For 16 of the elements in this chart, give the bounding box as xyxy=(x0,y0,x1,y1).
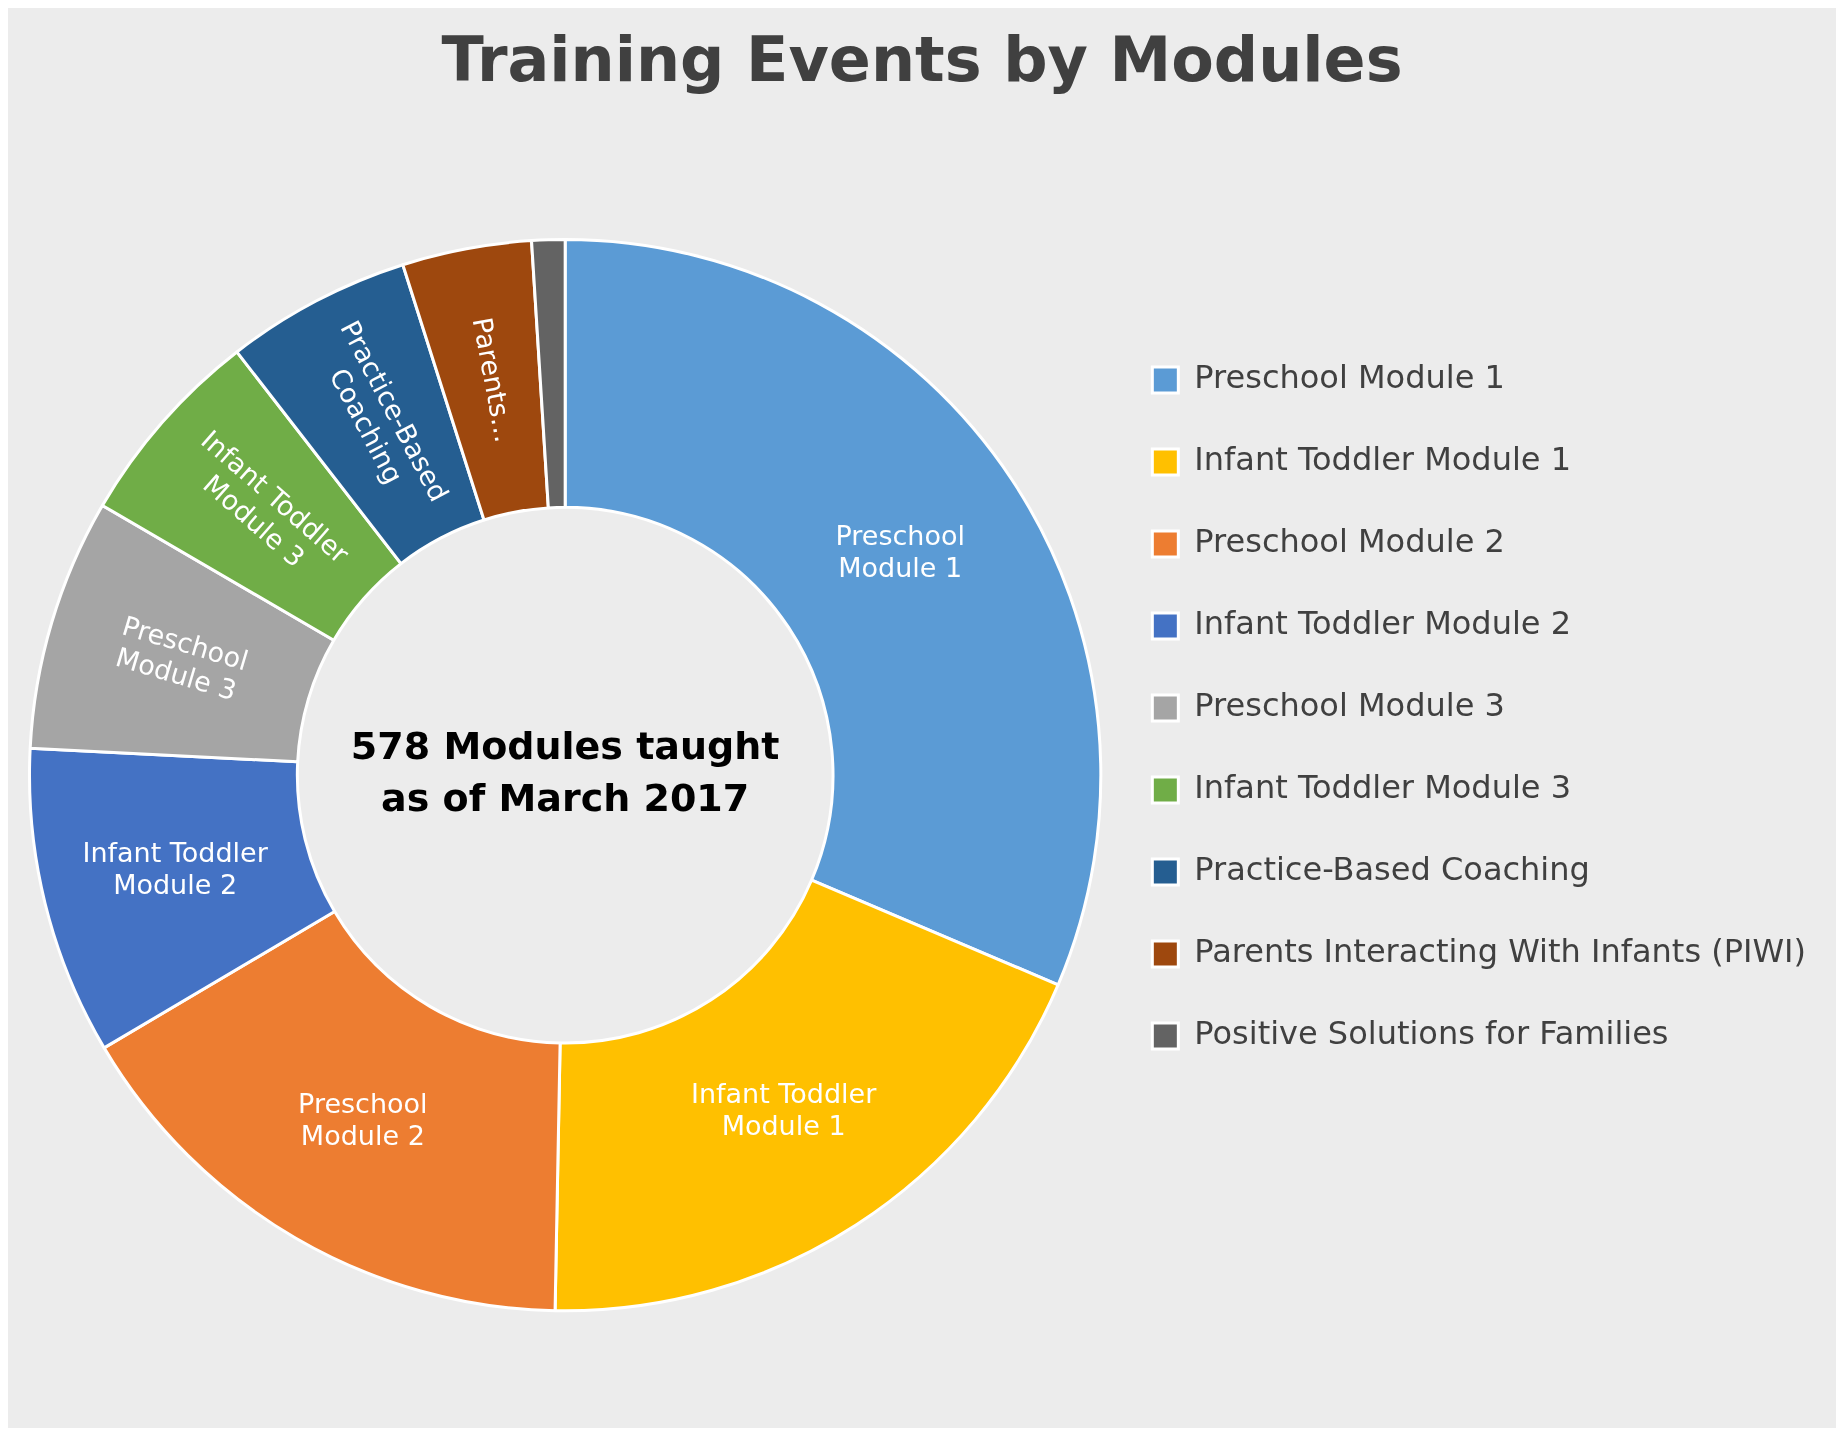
data-label: Preschool Module 2 xyxy=(298,1088,428,1152)
legend-label: Infant Toddler Module 1 xyxy=(1194,440,1572,479)
text: 578 Modules taught as of March 2017 xyxy=(350,724,780,821)
data-label: Infant Toddler Module 2 xyxy=(82,837,269,901)
data-label: Infant Toddler Module 1 xyxy=(690,1078,878,1142)
legend-label: Preschool Module 1 xyxy=(1194,358,1505,397)
legend-label: Infant Toddler Module 3 xyxy=(1194,768,1572,807)
data-label: Parents... xyxy=(466,315,521,445)
legend-label: Parents Interacting With Infants (PIWI) xyxy=(1194,932,1806,971)
legend-label: Infant Toddler Module 2 xyxy=(1194,604,1572,643)
legend-label: Positive Solutions for Families xyxy=(1194,1014,1669,1053)
legend-label: Practice-Based Coaching xyxy=(1194,850,1590,889)
legend-label: Preschool Module 3 xyxy=(1194,686,1505,725)
legend-label: Preschool Module 2 xyxy=(1194,522,1505,561)
data-label: Preschool Module 1 xyxy=(835,519,965,583)
chart-title: Training Events by Modules xyxy=(441,23,1403,97)
